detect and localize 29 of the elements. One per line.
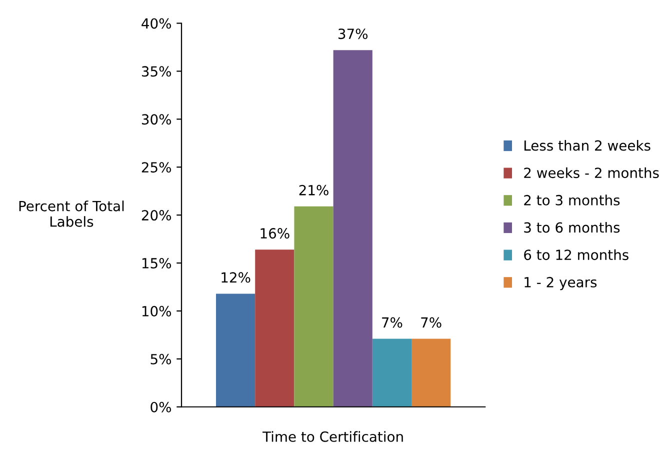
data-label: 7% bbox=[382, 317, 402, 328]
legend-label: 6 to 12 months bbox=[524, 249, 628, 260]
data-label: 21% bbox=[299, 184, 328, 196]
y-tick-label: 35% bbox=[142, 66, 172, 77]
data-label: 16% bbox=[260, 228, 290, 239]
bar bbox=[216, 294, 256, 407]
legend-label: 3 to 6 months bbox=[524, 222, 620, 233]
legend-label: Less than 2 weeks bbox=[524, 140, 650, 151]
x-axis-title: Time to Certification bbox=[262, 431, 403, 442]
y-tick-label: 5% bbox=[150, 354, 172, 364]
bar bbox=[372, 338, 412, 407]
bar bbox=[294, 206, 334, 407]
bar bbox=[255, 250, 294, 407]
y-tick-label: 10% bbox=[142, 306, 172, 316]
bar bbox=[412, 338, 451, 407]
bar bbox=[333, 50, 372, 407]
y-tick-label: 40% bbox=[142, 18, 172, 29]
legend-label: 2 weeks - 2 months bbox=[524, 167, 659, 178]
y-tick-label: 30% bbox=[142, 114, 172, 125]
data-label: 7% bbox=[421, 317, 442, 328]
legend-label: 1 - 2 years bbox=[524, 276, 597, 290]
y-tick-label: 20% bbox=[142, 210, 172, 221]
y-axis-title: Percent of Total Labels bbox=[19, 200, 124, 227]
legend-label: 2 to 3 months bbox=[524, 194, 620, 206]
y-tick-label: 15% bbox=[142, 258, 172, 268]
y-tick-label: 0% bbox=[150, 402, 172, 412]
data-label: 37% bbox=[338, 28, 368, 40]
y-tick-label: 25% bbox=[142, 162, 172, 173]
data-label: 12% bbox=[222, 272, 250, 283]
